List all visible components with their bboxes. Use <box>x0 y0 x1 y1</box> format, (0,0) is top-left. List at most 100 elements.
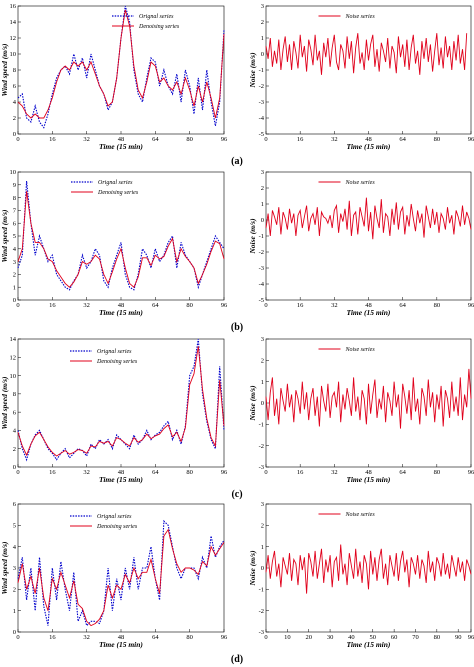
legend-label: Denoising series <box>138 24 180 30</box>
panel-labels: (a) (b) (c) (d) <box>231 156 243 665</box>
x-tick-label: 64 <box>152 136 159 143</box>
x-tick-label: 80 <box>434 136 441 143</box>
y-tick-label: 0 <box>261 51 264 58</box>
y-tick-label: 6 <box>13 220 17 227</box>
y-tick-label: 4 <box>13 99 17 106</box>
chart-1-wind: 0 16 32 48 64 80 96 0 2 4 6 8 10 12 14 16 Time (15 min) W… <box>0 3 228 151</box>
plot-frame <box>265 338 472 468</box>
series-line-original <box>17 519 225 627</box>
chart-1-noise: 0 16 32 48 64 80 96 -5 -4 -3 -2 -1 0 1 2 3 Time (15 min)… <box>248 3 474 151</box>
x-tick-label: 64 <box>152 469 159 476</box>
y-axis-label: Noise (m/s) <box>248 550 257 587</box>
x-tick-label: 80 <box>186 136 193 143</box>
y-tick-label: -4 <box>259 115 265 122</box>
y-tick-label: 6 <box>13 409 17 416</box>
y-tick-label: 2 <box>261 19 264 26</box>
y-tick-label: 2 <box>261 358 264 365</box>
legend-label: Orignal series <box>98 180 133 186</box>
x-tick-label: 48 <box>118 136 125 143</box>
legend-label: Noise series <box>345 512 376 518</box>
y-tick-label: 14 <box>10 19 17 26</box>
x-axis-label: Time (15 min) <box>347 640 391 649</box>
y-tick-label: 2 <box>13 115 16 122</box>
y-tick-label: 0 <box>13 464 16 471</box>
x-tick-label: 80 <box>434 469 441 476</box>
y-axis-label: Noise (m/s) <box>248 218 257 255</box>
x-tick-label: 0 <box>16 302 19 309</box>
x-tick-label: 96 <box>468 136 474 143</box>
y-tick-label: 0 <box>13 297 16 304</box>
y-tick-label: 3 <box>13 565 16 572</box>
x-tick-label: 32 <box>331 302 338 309</box>
x-tick-label: 10 <box>284 634 291 641</box>
x-tick-label: 32 <box>83 136 90 143</box>
y-tick-label: 10 <box>10 373 17 380</box>
x-tick-label: 16 <box>297 302 304 309</box>
y-tick-label: 6 <box>13 501 17 508</box>
x-tick-label: 64 <box>399 469 406 476</box>
y-tick-label: 9 <box>13 182 16 189</box>
x-tick-label: 64 <box>152 302 159 309</box>
x-tick-label: 48 <box>118 634 125 641</box>
x-tick-label: 80 <box>434 302 441 309</box>
y-tick-label: 0 <box>261 217 264 224</box>
y-tick-label: -1 <box>259 422 264 429</box>
x-tick-label: 40 <box>348 634 355 641</box>
x-tick-label: 16 <box>49 302 56 309</box>
x-tick-label: 64 <box>152 634 159 641</box>
y-tick-label: 0 <box>261 400 264 407</box>
y-tick-label: 3 <box>13 259 16 266</box>
y-tick-label: 5 <box>13 523 16 530</box>
x-tick-label: 0 <box>264 302 267 309</box>
y-axis-label: Wind speed (m/s) <box>0 541 9 595</box>
y-tick-label: 0 <box>261 565 264 572</box>
legend-label: Noise series <box>345 14 376 20</box>
plot-frame <box>17 5 225 135</box>
y-tick-label: 16 <box>10 3 17 10</box>
x-tick-label: 96 <box>221 302 228 309</box>
x-tick-label: 80 <box>186 302 193 309</box>
y-tick-label: 1 <box>261 379 264 386</box>
panel-label-b: (b) <box>231 322 243 333</box>
y-tick-label: -2 <box>259 443 264 450</box>
x-tick-label: 30 <box>327 634 334 641</box>
y-tick-label: 12 <box>10 35 17 42</box>
panel-label-d: (d) <box>231 654 243 665</box>
series-line-denoising <box>17 9 225 119</box>
y-tick-label: -2 <box>259 608 264 615</box>
legend-label: Orignal series <box>97 349 132 355</box>
x-tick-label: 32 <box>83 469 90 476</box>
legend: Noise series <box>318 347 375 353</box>
x-tick-label: 60 <box>391 634 398 641</box>
series-line-denoising <box>17 346 225 457</box>
y-tick-label: 1 <box>261 201 264 208</box>
legend: Noise series <box>318 180 375 186</box>
series-line-denoising <box>17 528 225 627</box>
y-tick-label: -5 <box>259 297 264 304</box>
y-tick-label: 2 <box>261 185 264 192</box>
y-tick-label: 10 <box>10 51 17 58</box>
y-axis-label: Wind speed (m/s) <box>0 43 9 97</box>
y-tick-label: 2 <box>13 446 16 453</box>
y-tick-label: 1 <box>261 35 264 42</box>
legend: Noise series <box>318 14 376 20</box>
y-tick-label: 4 <box>13 428 17 435</box>
legend: Orignal series Denoising series <box>70 514 138 530</box>
x-tick-label: 70 <box>412 634 419 641</box>
series-line-original <box>17 5 225 129</box>
chart-2-wind: 0 16 32 48 64 80 96 0 1 2 3 4 5 6 7 8 9 10 Time (15 min) Wi… <box>0 169 228 317</box>
x-axis-label: Time (15 min) <box>347 475 391 484</box>
x-axis-label: Time (15 min) <box>99 308 143 317</box>
x-tick-label: 96 <box>468 469 474 476</box>
y-tick-label: 1 <box>13 608 16 615</box>
x-tick-label: 96 <box>221 469 228 476</box>
series-line-noise <box>265 197 472 240</box>
legend-label: Orignal series <box>139 14 174 20</box>
y-tick-label: -2 <box>259 83 264 90</box>
y-tick-label: 14 <box>10 336 17 343</box>
y-tick-label: -4 <box>259 281 265 288</box>
legend-label: Orignal series <box>97 514 132 520</box>
series-line-original <box>17 338 225 462</box>
